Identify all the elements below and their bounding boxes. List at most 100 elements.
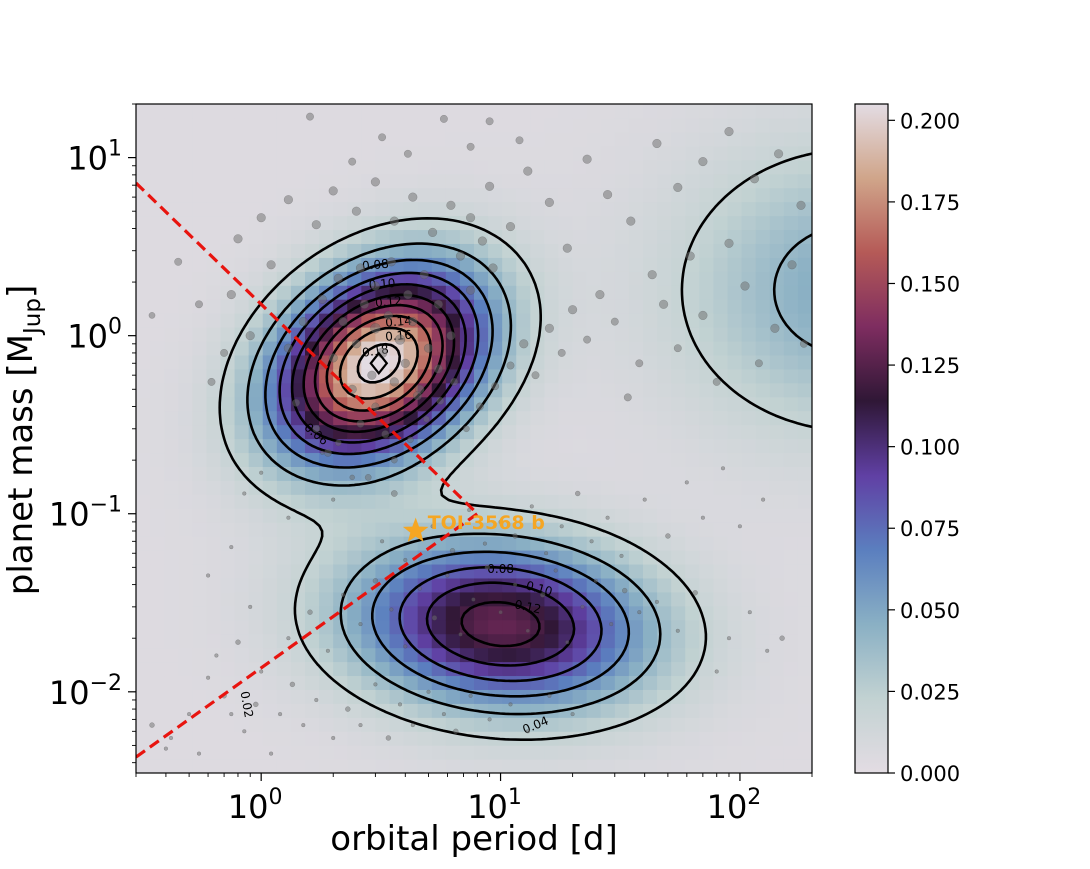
heatmap-cell [628,131,644,147]
heatmap-cell [713,117,729,133]
x-tick-label: 100 [228,785,283,826]
heatmap-cell [544,633,560,649]
heatmap-cell [685,633,700,649]
heatmap-cell [797,675,812,690]
heatmap-cell [628,605,644,621]
heatmap-cell [544,466,560,481]
heatmap-cell [445,257,461,272]
heatmap-cell [671,647,686,663]
heatmap-cell [657,410,672,426]
heatmap-cell [488,745,503,760]
heatmap-cell [516,591,531,607]
heatmap-cell [164,187,179,203]
heatmap-cell [178,104,193,119]
heatmap-cell [192,117,208,133]
heatmap-cell [178,591,193,607]
heatmap-cell [361,382,377,398]
heatmap-cell [375,104,391,119]
heatmap-cell [403,759,419,773]
heatmap-cell [572,480,588,495]
heatmap-cell [614,759,630,773]
heatmap-cell [220,480,236,495]
heatmap-cell [628,703,644,718]
planet-point [301,722,306,728]
heatmap-cell [164,522,179,537]
heatmap-cell [276,759,292,773]
heatmap-cell [206,508,222,523]
heatmap-cell [783,647,799,663]
heatmap-cell [643,438,658,454]
heatmap-cell [361,201,377,217]
planet-point [605,515,610,520]
heatmap-cell [755,131,771,147]
heatmap-cell [755,591,771,607]
heatmap-cell [361,745,377,760]
heatmap-cell [783,131,799,147]
heatmap-cell [234,145,250,161]
heatmap-cell [797,243,812,258]
heatmap-cell [375,619,391,635]
heatmap-cell [558,327,574,342]
heatmap-cell [262,536,278,551]
heatmap-cell [192,661,208,677]
heatmap-cell [488,508,503,523]
heatmap-cell [727,327,743,342]
heatmap-cell [136,187,151,203]
heatmap-cell [727,285,743,300]
heatmap-cell [741,466,757,481]
heatmap-cell [755,605,771,621]
heatmap-cell [347,452,362,467]
heatmap-cell [572,117,588,133]
heatmap-cell [685,313,700,328]
heatmap-cell [755,563,771,579]
heatmap-cell [544,257,560,272]
heatmap-cell [727,145,743,161]
heatmap-cell [614,438,630,454]
heatmap-cell [783,187,799,203]
planet-point [770,323,780,333]
heatmap-cell [262,577,278,593]
heatmap-cell [502,605,517,621]
heatmap-cell [488,717,503,732]
planet-point [340,592,346,598]
planet-point [403,644,408,649]
heatmap-cell [614,522,630,537]
heatmap-cell [234,173,250,189]
heatmap-cell [699,104,715,119]
heatmap-cell [445,759,461,773]
heatmap-cell [262,131,278,147]
heatmap-cell [459,480,475,495]
heatmap-cell [544,145,560,161]
heatmap-cell [600,480,616,495]
heatmap-cell [769,117,785,133]
heatmap-cell [643,285,658,300]
heatmap-cell [474,508,489,523]
heatmap-cell [319,605,334,621]
planet-point [407,436,414,444]
heatmap-cell [600,675,616,690]
heatmap-cell [713,550,729,565]
heatmap-cell [572,382,588,398]
heatmap-cell [276,717,292,732]
heatmap-cell [727,215,743,231]
heatmap-cell [628,661,644,677]
heatmap-cell [600,424,616,440]
heatmap-cell [516,285,531,300]
heatmap-cell [136,633,151,649]
heatmap-cell [403,229,419,244]
heatmap-cell [769,368,785,384]
heatmap-cell [614,327,630,342]
heatmap-cell [431,731,447,746]
heatmap-cell [445,522,461,537]
heatmap-cell [234,424,250,440]
heatmap-cell [586,173,602,189]
planet-point [593,578,598,583]
heatmap-cell [614,243,630,258]
planet-point [403,557,408,563]
heatmap-cell [234,117,250,133]
heatmap-cell [290,731,306,746]
heatmap-cell [755,340,771,356]
planet-point [450,377,459,386]
heatmap-cell [276,522,292,537]
